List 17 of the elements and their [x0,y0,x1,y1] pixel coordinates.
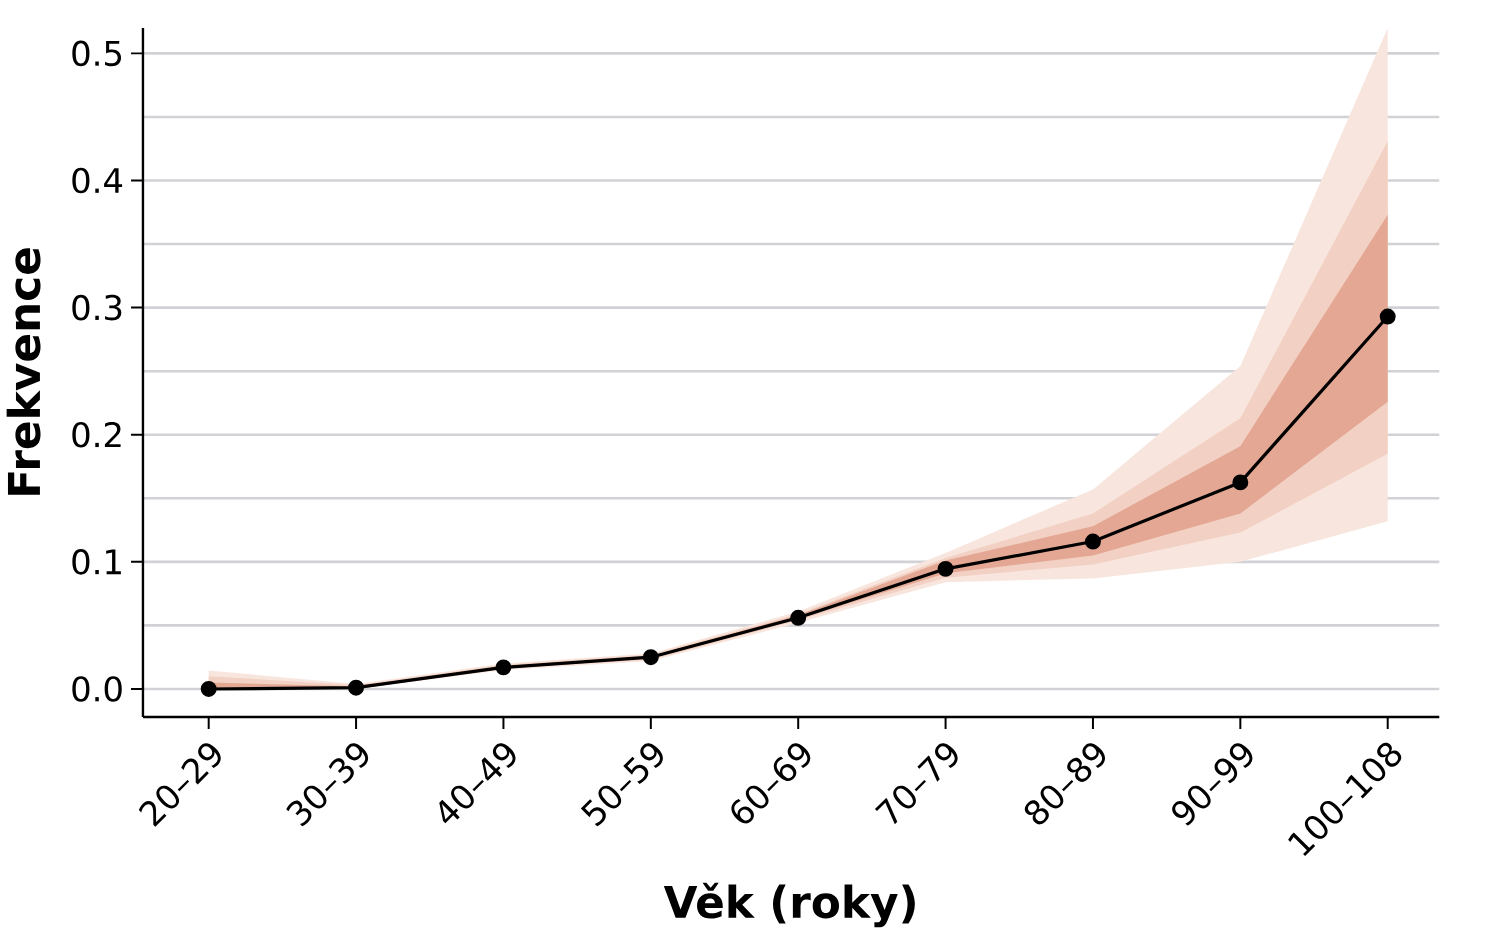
point [642,649,659,666]
y-tick-label: 0.5 [72,40,122,67]
point [348,679,365,696]
point [790,609,807,626]
point [1379,308,1396,325]
point [1084,533,1101,550]
y-tick-label: 0.1 [72,549,121,575]
point [937,560,954,577]
y-tick-label: 0.3 [72,294,122,321]
point [200,681,217,697]
y-tick-label: 0.4 [72,167,123,194]
point [1232,474,1249,491]
y-axis-title: Frekvence [6,248,41,495]
y-tick-label: 0.0 [72,676,122,702]
x-axis-title: Věk (roky) [663,882,915,928]
y-tick-label: 0.2 [72,421,121,448]
point [495,659,512,676]
